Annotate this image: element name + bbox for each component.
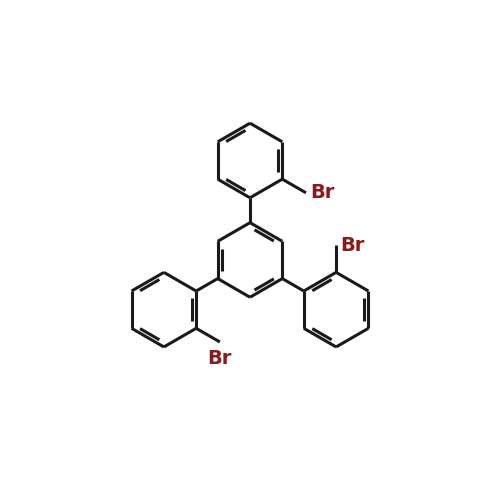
Text: Br: Br <box>208 350 232 368</box>
Text: Br: Br <box>310 184 334 203</box>
Text: Br: Br <box>340 236 364 255</box>
